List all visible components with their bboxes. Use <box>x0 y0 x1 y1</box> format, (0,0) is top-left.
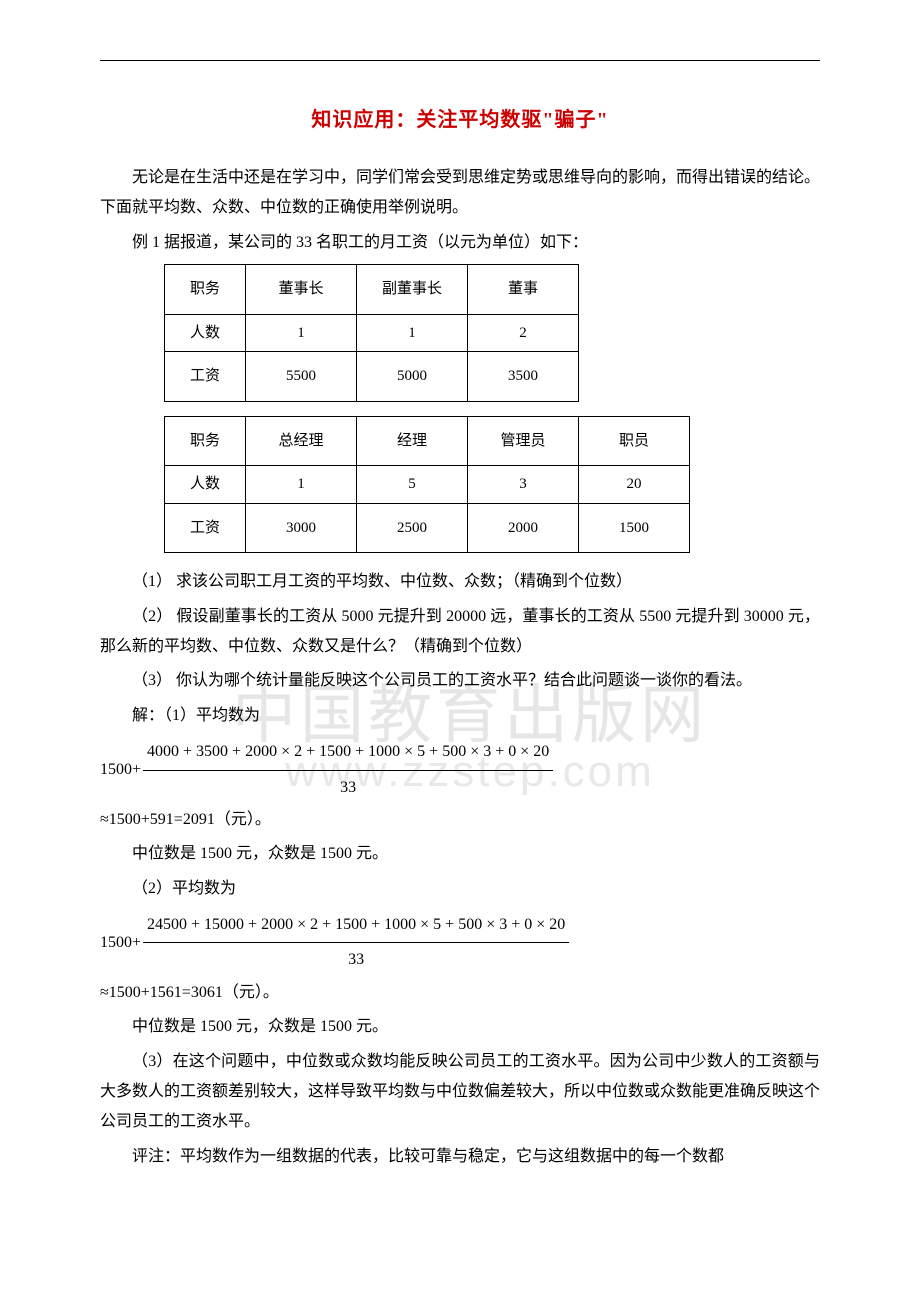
table-cell: 1 <box>246 314 357 352</box>
table-cell: 5500 <box>246 352 357 402</box>
denominator: 33 <box>348 943 364 975</box>
table-cell: 5000 <box>357 352 468 402</box>
comment: 评注：平均数作为一组数据的代表，比较可靠与稳定，它与这组数据中的每一个数都 <box>100 1142 820 1172</box>
table-cell: 1 <box>357 314 468 352</box>
numerator: 24500 + 15000 + 2000 × 2 + 1500 + 1000 ×… <box>143 910 569 943</box>
table-cell: 2500 <box>357 503 468 553</box>
formula-prefix: 1500+ <box>100 928 141 958</box>
intro-paragraph: 无论是在生活中还是在学习中，同学们常会受到思维定势或思维导向的影响，而得出错误的… <box>100 163 820 224</box>
table-cell: 人数 <box>165 466 246 504</box>
table-cell: 工资 <box>165 352 246 402</box>
formula-prefix: 1500+ <box>100 755 141 785</box>
table-row: 工资 5500 5000 3500 <box>165 352 579 402</box>
table-cell: 董事 <box>468 265 579 315</box>
example-lead: 例 1 据报道，某公司的 33 名职工的月工资（以元为单位）如下： <box>100 228 820 258</box>
table-row: 职务 董事长 副董事长 董事 <box>165 265 579 315</box>
question-2: （2） 假设副董事长的工资从 5000 元提升到 20000 远，董事长的工资从… <box>100 602 820 663</box>
page-title: 知识应用：关注平均数驱"骗子" <box>100 101 820 139</box>
salary-table-2: 职务 总经理 经理 管理员 职员 人数 1 5 3 20 工资 3000 250… <box>164 416 690 554</box>
table-cell: 副董事长 <box>357 265 468 315</box>
numerator: 4000 + 3500 + 2000 × 2 + 1500 + 1000 × 5… <box>143 737 553 770</box>
result-2: ≈1500+1561=3061（元）。 <box>100 978 820 1008</box>
question-3: （3） 你认为哪个统计量能反映这个公司员工的工资水平？结合此问题谈一谈你的看法。 <box>100 666 820 696</box>
table-cell: 20 <box>579 466 690 504</box>
denominator: 33 <box>340 771 356 803</box>
result-1: ≈1500+591=2091（元）。 <box>100 805 820 835</box>
formula-1: 1500+ 4000 + 3500 + 2000 × 2 + 1500 + 10… <box>100 737 820 803</box>
table-cell: 人数 <box>165 314 246 352</box>
solution-3: （3）在这个问题中，中位数或众数均能反映公司员工的工资水平。因为公司中少数人的工… <box>100 1047 820 1138</box>
table-row: 工资 3000 2500 2000 1500 <box>165 503 690 553</box>
fraction: 4000 + 3500 + 2000 × 2 + 1500 + 1000 × 5… <box>143 737 553 803</box>
table-cell: 管理员 <box>468 416 579 466</box>
table-cell: 3500 <box>468 352 579 402</box>
table-row: 人数 1 5 3 20 <box>165 466 690 504</box>
solution-2-label: （2）平均数为 <box>100 874 820 904</box>
table-cell: 3 <box>468 466 579 504</box>
table-cell: 1500 <box>579 503 690 553</box>
table-cell: 职员 <box>579 416 690 466</box>
salary-table-1: 职务 董事长 副董事长 董事 人数 1 1 2 工资 5500 5000 350… <box>164 264 579 402</box>
top-rule <box>100 60 820 61</box>
fraction: 24500 + 15000 + 2000 × 2 + 1500 + 1000 ×… <box>143 910 569 976</box>
table-row: 职务 总经理 经理 管理员 职员 <box>165 416 690 466</box>
table-cell: 董事长 <box>246 265 357 315</box>
table-cell: 1 <box>246 466 357 504</box>
table-cell: 总经理 <box>246 416 357 466</box>
table-cell: 5 <box>357 466 468 504</box>
solution-1-label: 解：（1）平均数为 <box>100 701 820 731</box>
table-cell: 职务 <box>165 416 246 466</box>
median-mode-1: 中位数是 1500 元，众数是 1500 元。 <box>100 839 820 869</box>
table-cell: 职务 <box>165 265 246 315</box>
question-1: （1） 求该公司职工月工资的平均数、中位数、众数；（精确到个位数） <box>100 567 820 597</box>
table-cell: 经理 <box>357 416 468 466</box>
table-cell: 工资 <box>165 503 246 553</box>
table-cell: 2 <box>468 314 579 352</box>
median-mode-2: 中位数是 1500 元，众数是 1500 元。 <box>100 1012 820 1042</box>
table-cell: 2000 <box>468 503 579 553</box>
formula-2: 1500+ 24500 + 15000 + 2000 × 2 + 1500 + … <box>100 910 820 976</box>
table-row: 人数 1 1 2 <box>165 314 579 352</box>
table-cell: 3000 <box>246 503 357 553</box>
